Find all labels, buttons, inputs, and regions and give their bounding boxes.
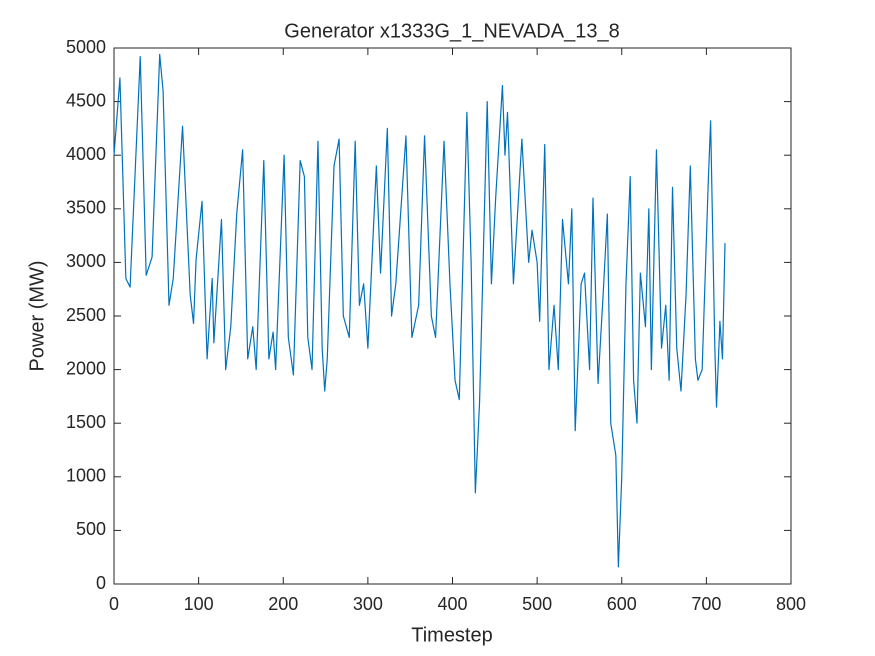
x-tick-label: 800 bbox=[776, 594, 806, 614]
y-tick-label: 1500 bbox=[66, 412, 106, 432]
x-tick-label: 600 bbox=[607, 594, 637, 614]
x-tick-label: 500 bbox=[522, 594, 552, 614]
y-tick-label: 3500 bbox=[66, 198, 106, 218]
y-tick-label: 3000 bbox=[66, 251, 106, 271]
y-tick-label: 4500 bbox=[66, 90, 106, 110]
y-tick-label: 5000 bbox=[66, 37, 106, 57]
x-tick-label: 200 bbox=[268, 594, 298, 614]
data-line bbox=[113, 53, 726, 568]
chart-title: Generator x1333G_1_NEVADA_13_8 bbox=[284, 20, 619, 42]
y-tick-label: 0 bbox=[96, 573, 106, 593]
plot-area bbox=[113, 47, 792, 585]
y-tick-label: 4000 bbox=[66, 144, 106, 164]
y-tick-label: 2000 bbox=[66, 358, 106, 378]
y-axis-label: Power (MW) bbox=[26, 260, 48, 371]
x-tick-label: 700 bbox=[691, 594, 721, 614]
x-tick-label: 300 bbox=[353, 594, 383, 614]
x-axis-label: Timestep bbox=[411, 624, 493, 646]
y-tick-label: 1000 bbox=[66, 466, 106, 486]
x-tick-label: 100 bbox=[184, 594, 214, 614]
y-tick-label: 500 bbox=[76, 519, 106, 539]
x-tick-label: 0 bbox=[109, 594, 119, 614]
y-tick-label: 2500 bbox=[66, 305, 106, 325]
x-tick-label: 400 bbox=[437, 594, 467, 614]
